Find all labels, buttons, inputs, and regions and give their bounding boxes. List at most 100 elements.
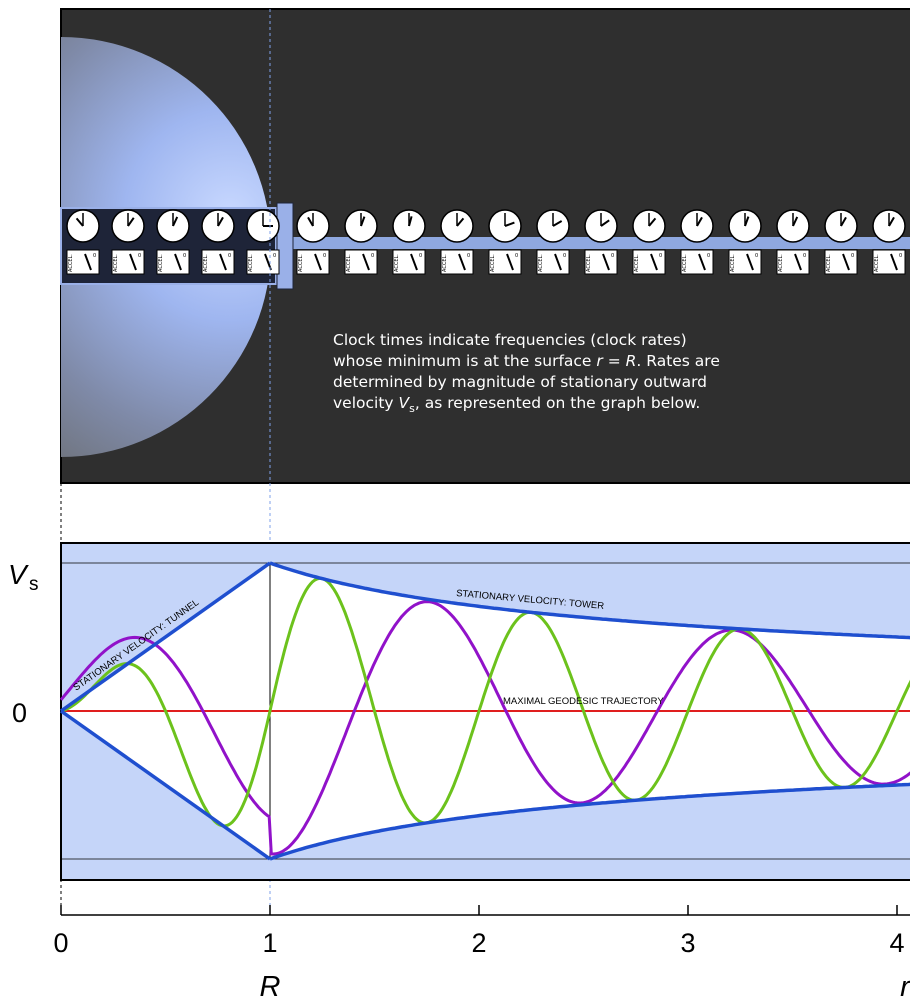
x-axis: 0 1 2 3 4: [53, 905, 905, 958]
caption-eq: =: [602, 352, 626, 370]
accel-label: ACCEL.: [682, 254, 688, 272]
green-trajectory: [60, 576, 910, 828]
accel-needle: [602, 253, 610, 271]
accel-zero: 0: [419, 253, 422, 259]
accel-needle: [174, 253, 182, 271]
x-tick-label: 4: [889, 928, 904, 958]
accel-needle: [746, 253, 754, 271]
accel-label: ACCEL.: [158, 254, 164, 272]
accel-label: ACCEL.: [586, 254, 592, 272]
clock-hand: [75, 217, 84, 227]
accel-label: ACCEL.: [490, 254, 496, 272]
accel-gauge: [776, 249, 810, 275]
clock: ACCEL. 0: [632, 209, 666, 275]
accel-label: ACCEL.: [778, 254, 784, 272]
accel-gauge: [296, 249, 330, 275]
caption-R: R: [625, 352, 637, 370]
accel-zero: 0: [899, 253, 902, 259]
accel-needle: [794, 253, 802, 271]
accel-label: ACCEL.: [826, 254, 832, 272]
tunnel-velocity-curve-lower: [59, 709, 272, 861]
clock: ACCEL. 0: [246, 209, 280, 275]
clock-hand: [840, 216, 847, 227]
clock-hand: [648, 217, 657, 227]
clock: ACCEL. 0: [776, 209, 810, 275]
accel-zero: 0: [611, 253, 614, 259]
clock-hand: [696, 216, 703, 227]
accel-needle: [890, 253, 898, 271]
clock-hand: [217, 216, 224, 227]
purple-trajectory: [59, 600, 910, 856]
accel-gauge: [392, 249, 426, 275]
x-tick-label: 0: [53, 928, 68, 958]
clock-hand: [307, 216, 314, 227]
accel-gauge: [246, 249, 280, 275]
accel-gauge: [156, 249, 190, 275]
accel-zero: 0: [228, 253, 231, 259]
accel-zero: 0: [707, 253, 710, 259]
clock: ACCEL. 0: [728, 209, 762, 275]
caption-text-3: velocity: [333, 394, 399, 412]
accel-label: ACCEL.: [298, 254, 304, 272]
accel-zero: 0: [371, 253, 374, 259]
caption-line-2: whose minimum is at the surface r = R. R…: [333, 351, 853, 372]
x-tick-label: 2: [471, 928, 486, 958]
accel-zero: 0: [755, 253, 758, 259]
x-tick-label: 1: [262, 928, 277, 958]
accel-zero: 0: [183, 253, 186, 259]
accel-gauge: [201, 249, 235, 275]
caption-text: whose minimum is at the surface: [333, 352, 597, 370]
clock: ACCEL. 0: [440, 209, 474, 275]
caption-r: r: [596, 352, 603, 370]
accel-gauge: [536, 249, 570, 275]
accel-zero: 0: [563, 253, 566, 259]
accel-label: ACCEL.: [442, 254, 448, 272]
caption-text-4: , as represented on the graph below.: [414, 394, 701, 412]
y-label-V: V: [8, 559, 29, 590]
accel-needle: [362, 253, 370, 271]
tunnel-cap: [276, 202, 294, 290]
accel-needle: [506, 253, 514, 271]
accel-zero: 0: [138, 253, 141, 259]
accel-label: ACCEL.: [394, 254, 400, 272]
accel-needle: [554, 253, 562, 271]
clock: ACCEL. 0: [296, 209, 330, 275]
clock: ACCEL. 0: [156, 209, 190, 275]
accel-label: ACCEL.: [730, 254, 736, 272]
accel-zero: 0: [93, 253, 96, 259]
caption-line-1: Clock times indicate frequencies (clock …: [333, 331, 687, 349]
clock: ACCEL. 0: [536, 209, 570, 275]
accel-label: ACCEL.: [248, 254, 254, 272]
accel-zero: 0: [323, 253, 326, 259]
clock-hand: [456, 217, 465, 227]
accel-zero: 0: [803, 253, 806, 259]
caption-s: s: [409, 402, 415, 416]
accel-zero: 0: [851, 253, 854, 259]
clock-hand: [504, 221, 515, 227]
accel-gauge: [728, 249, 762, 275]
clock-hand: [127, 217, 135, 227]
accel-label: ACCEL.: [346, 254, 352, 272]
clock: ACCEL. 0: [584, 209, 618, 275]
caption-V: V: [398, 394, 410, 412]
accel-needle: [842, 253, 850, 271]
accel-gauge: [66, 249, 100, 275]
accel-gauge: [824, 249, 858, 275]
accel-zero: 0: [659, 253, 662, 259]
clock-hand: [888, 216, 895, 227]
accel-needle: [84, 253, 92, 271]
accel-label: ACCEL.: [113, 254, 119, 272]
tunnel-velocity-curve: [59, 561, 272, 713]
accel-gauge: [344, 249, 378, 275]
accel-needle: [314, 253, 322, 271]
x-tick-label: 3: [680, 928, 695, 958]
accel-label: ACCEL.: [634, 254, 640, 272]
accel-label: ACCEL.: [538, 254, 544, 272]
accel-gauge: [111, 249, 145, 275]
x-label-r: r: [900, 971, 910, 1001]
clock: ACCEL. 0: [488, 209, 522, 275]
accel-gauge: [872, 249, 906, 275]
accel-gauge: [632, 249, 666, 275]
accel-label: ACCEL.: [68, 254, 74, 272]
